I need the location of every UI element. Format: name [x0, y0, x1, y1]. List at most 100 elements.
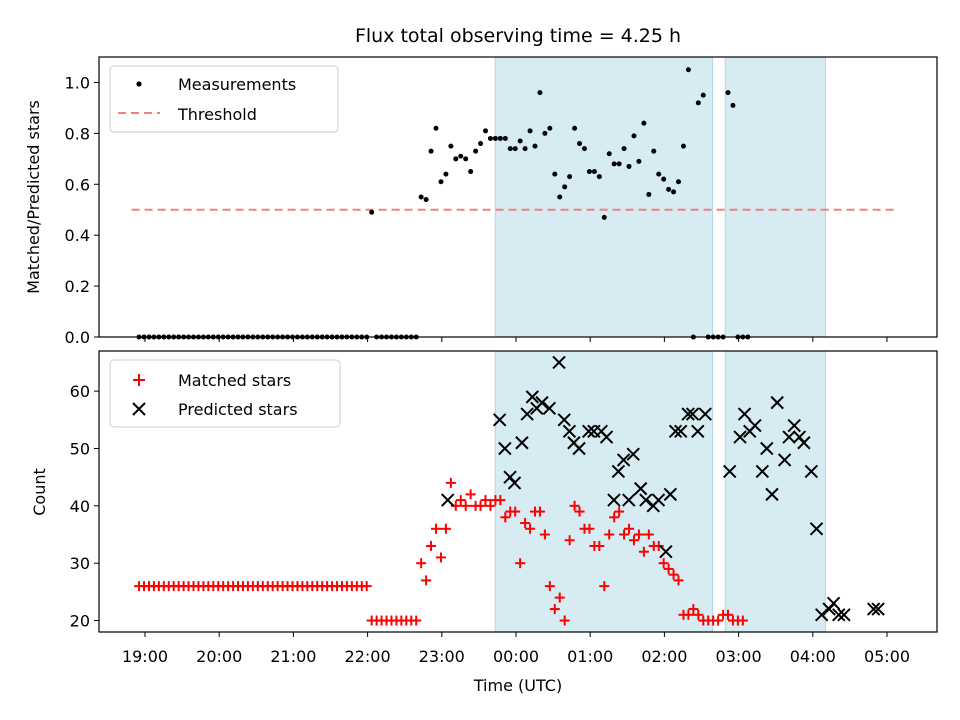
- top-xticks-group: [144, 337, 888, 342]
- predicted-star-point: [782, 430, 796, 444]
- predicted-star-point: [668, 424, 683, 438]
- matched-star-point: [416, 558, 427, 569]
- legend-matched-marker: [133, 374, 145, 386]
- measurement-point: [512, 146, 518, 152]
- measurement-point: [661, 176, 667, 182]
- predicted-star-point: [525, 390, 540, 404]
- predicted-x-b: [832, 608, 846, 622]
- bottom-legend-box: [109, 359, 341, 428]
- predicted-x-b: [651, 493, 666, 507]
- measurement-point: [572, 125, 578, 131]
- bottom-xtick-label: 22:00: [345, 647, 391, 666]
- predicted-x-b: [552, 355, 566, 370]
- predicted-star-point: [520, 407, 534, 421]
- bottom-xlabel: Time (UTC): [473, 676, 562, 695]
- matched-star-point: [619, 529, 630, 540]
- matched-star-point: [723, 609, 734, 620]
- predicted-star-point: [760, 441, 774, 456]
- predicted-star-point: [866, 602, 881, 616]
- matched-star-point: [653, 540, 664, 551]
- predicted-star-point: [572, 441, 586, 456]
- matched-star-point: [520, 518, 531, 529]
- bottom-xtick-label: 01:00: [567, 647, 613, 666]
- matched-star-point: [569, 500, 580, 511]
- predicted-x-b: [782, 430, 796, 444]
- predicted-star-point: [691, 424, 705, 438]
- top-ytick-label: 0.4: [65, 226, 90, 245]
- top-ytick-label: 0.0: [65, 328, 90, 347]
- predicted-star-point: [674, 424, 688, 438]
- predicted-star-point: [639, 493, 653, 507]
- predicted-x-b: [441, 493, 455, 507]
- measurement-point: [730, 102, 736, 108]
- matched-star-point: [688, 604, 699, 615]
- matched-star-point: [445, 477, 456, 488]
- measurement-point: [468, 169, 474, 175]
- ratio-panel: 0.0 0.2 0.4 0.6 0.8 1.0 Matched/Predicted sta…: [24, 56, 938, 347]
- predicted-star-point: [507, 476, 522, 490]
- measurement-point: [552, 171, 558, 177]
- measurement-point: [423, 197, 429, 203]
- measurement-point: [626, 163, 632, 169]
- matched-star-point: [495, 495, 506, 506]
- predicted-star-point: [622, 493, 636, 507]
- measurement-point: [596, 174, 602, 180]
- measurement-point: [577, 141, 583, 147]
- measurement-point: [433, 125, 439, 131]
- matched-star-point: [559, 615, 570, 626]
- count-panel: 20 30 40 50 60 19:00 20:00 21:00 22:00 23:00 00:0…: [30, 350, 938, 695]
- measurement-point: [606, 151, 612, 157]
- bottom-xticks-group: 19:00 20:00 21:00 22:00 23:00 00:00 01:00 02:00…: [122, 632, 910, 666]
- predicted-star-point: [826, 596, 841, 611]
- predicted-star-point: [659, 545, 673, 559]
- measurement-point: [666, 186, 672, 192]
- measurement-point: [567, 174, 573, 180]
- predicted-star-point: [871, 602, 885, 616]
- predicted-x-b: [770, 395, 784, 410]
- predicted-star-point: [837, 608, 851, 622]
- top-legend: Measurements Threshold: [109, 65, 339, 133]
- matched-star-point: [554, 592, 565, 603]
- predicted-star-point: [611, 464, 626, 479]
- predicted-star-point: [562, 424, 577, 438]
- top-shaded-interval-1: [724, 56, 826, 338]
- matched-star-point: [460, 500, 471, 511]
- predicted-star-point: [797, 436, 811, 450]
- predicted-star-point: [498, 441, 512, 456]
- predicted-star-point: [814, 608, 829, 622]
- bottom-xtick-label: 20:00: [196, 647, 242, 666]
- matched-star-point: [668, 569, 679, 580]
- predicted-x-b: [515, 436, 529, 450]
- matched-star-point: [525, 523, 536, 534]
- predicted-star-point: [535, 395, 549, 410]
- predicted-x-b: [722, 464, 737, 479]
- predicted-star-point: [733, 430, 747, 444]
- matched-star-point: [510, 506, 521, 517]
- predicted-x-b: [748, 418, 762, 433]
- predicted-x-b: [622, 493, 636, 507]
- matched-star-point: [500, 512, 511, 523]
- predicted-star-point: [787, 418, 801, 433]
- measurement-point: [591, 169, 597, 175]
- matched-star-point: [475, 500, 486, 511]
- matched-star-point: [544, 581, 555, 592]
- measurement-point: [527, 128, 533, 134]
- predicted-x-b: [572, 441, 586, 456]
- matched-star-point: [609, 512, 620, 523]
- matched-star-point: [638, 546, 649, 557]
- bottom-xtick-label: 21:00: [270, 647, 316, 666]
- matched-star-point: [604, 529, 615, 540]
- measurement-point: [448, 143, 454, 149]
- matched-star-point: [713, 615, 724, 626]
- predicted-star-point: [651, 493, 666, 507]
- measurement-point: [646, 191, 652, 197]
- matched-star-point: [737, 615, 748, 626]
- bottom-ytick-label: 20: [70, 612, 90, 631]
- measurement-point: [458, 153, 464, 159]
- predicted-x-b: [765, 487, 779, 502]
- measurement-point: [369, 209, 375, 215]
- predicted-x-b: [659, 545, 673, 559]
- predicted-star-point: [722, 464, 737, 479]
- predicted-x-b: [814, 608, 829, 622]
- bottom-ytick-label: 30: [70, 554, 90, 573]
